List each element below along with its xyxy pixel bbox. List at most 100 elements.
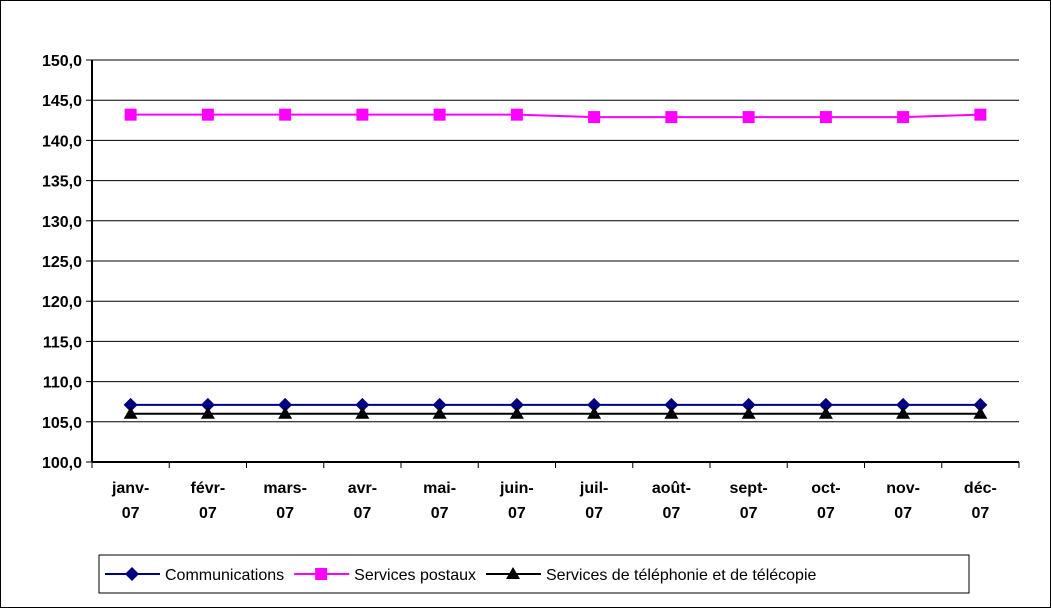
- data-point: [818, 406, 833, 419]
- x-tick-label-line: 07: [662, 505, 680, 522]
- x-tick-label-line: juin-: [499, 480, 534, 497]
- x-tick-label: sept- 07: [730, 480, 768, 522]
- x-tick-label: juil- 07: [579, 480, 608, 522]
- x-tick-label-line: juil-: [579, 480, 608, 497]
- x-tick-label-line: déc-: [964, 480, 997, 497]
- data-point: [355, 406, 370, 419]
- data-point: [587, 397, 602, 412]
- x-tick-label: déc- 07: [964, 480, 997, 522]
- x-tick-labels: janv- 07 févr- 07 mars- 07 avr- 07 mai- 07 juin- 07…: [111, 480, 997, 522]
- data-point: [665, 111, 678, 124]
- x-tick-label-line: 07: [199, 505, 217, 522]
- gridlines: [92, 59, 1019, 423]
- y-tick-label: 135,0: [42, 174, 82, 191]
- x-tick-label-line: 07: [122, 505, 140, 522]
- series-2: [123, 406, 988, 419]
- x-tick-label-line: août-: [652, 480, 691, 497]
- legend: Communications Services postaux Services d…: [98, 554, 970, 594]
- x-tick-label: avr- 07: [348, 480, 377, 522]
- x-tick-label: nov- 07: [886, 480, 920, 522]
- x-tick-label-line: janv-: [111, 480, 149, 497]
- data-point: [509, 406, 524, 419]
- data-point: [356, 108, 369, 121]
- legend-label: Services de téléphonie et de télécopie: [546, 567, 817, 584]
- x-tick-label: juin- 07: [499, 480, 534, 522]
- x-tick-label-line: 07: [817, 505, 835, 522]
- x-tick-label-line: 07: [740, 505, 758, 522]
- legend-marker: [315, 568, 328, 580]
- x-tick-label-line: 07: [431, 505, 449, 522]
- data-point: [432, 406, 447, 419]
- x-tick-label: mars- 07: [263, 480, 307, 522]
- y-tick-label: 125,0: [42, 254, 82, 271]
- series-1: [124, 108, 987, 124]
- y-tick-label: 105,0: [42, 415, 82, 432]
- data-point: [973, 406, 988, 419]
- data-point: [432, 397, 447, 412]
- data-point: [200, 406, 215, 419]
- data-point: [123, 406, 138, 419]
- x-tick-label-line: sept-: [730, 480, 768, 497]
- data-point: [433, 108, 446, 121]
- data-point: [279, 108, 292, 121]
- y-tick-label: 100,0: [42, 455, 82, 472]
- legend-marker: [125, 567, 139, 581]
- y-tick-label: 115,0: [43, 334, 82, 351]
- data-point: [587, 406, 602, 419]
- data-point: [201, 108, 214, 121]
- x-tick-label-line: oct-: [811, 480, 840, 497]
- x-tick-label-line: 07: [894, 505, 912, 522]
- y-tick-label: 140,0: [42, 133, 82, 150]
- legend-entry: Services postaux: [294, 567, 476, 584]
- data-point: [588, 111, 601, 124]
- data-point: [897, 111, 910, 124]
- x-tick-label-line: nov-: [886, 480, 920, 497]
- data-point: [896, 406, 911, 419]
- data-point: [200, 397, 215, 412]
- x-tick-label-line: 07: [508, 505, 526, 522]
- data-point: [974, 108, 987, 121]
- y-tick-labels: 100,0 105,0 110,0 115,0 120,0 125,0 130,0 135,0…: [42, 53, 82, 472]
- data-point: [973, 397, 988, 412]
- data-point: [819, 111, 832, 124]
- data-point: [741, 397, 756, 412]
- y-tick-label: 130,0: [42, 214, 82, 231]
- data-point: [742, 111, 755, 124]
- y-tick-label: 145,0: [42, 93, 82, 110]
- data-point: [818, 397, 833, 412]
- x-tick-label: janv- 07: [111, 480, 149, 522]
- legend-label: Services postaux: [354, 567, 476, 584]
- data-point: [509, 397, 524, 412]
- axes: [86, 59, 1020, 468]
- y-tick-label: 120,0: [42, 294, 82, 311]
- legend-marker: [506, 567, 520, 579]
- x-tick-label-line: 07: [353, 505, 371, 522]
- data-point: [123, 397, 138, 412]
- data-point: [664, 397, 679, 412]
- x-tick-label: févr- 07: [191, 480, 226, 522]
- data-point: [278, 406, 293, 419]
- x-tick-label-line: févr-: [191, 480, 226, 497]
- y-tick-label: 110,0: [43, 375, 82, 392]
- data-point: [124, 108, 137, 121]
- data-point: [741, 406, 756, 419]
- y-tick-label: 150,0: [42, 53, 82, 70]
- x-tick-label-line: mai-: [423, 480, 456, 497]
- data-point: [510, 108, 523, 121]
- x-tick-label: août- 07: [652, 480, 691, 522]
- series-lines: [123, 108, 988, 419]
- x-tick-label: mai- 07: [423, 480, 456, 522]
- data-point: [664, 406, 679, 419]
- legend-label: Communications: [165, 567, 284, 584]
- x-tick-label-line: 07: [276, 505, 294, 522]
- data-point: [896, 397, 911, 412]
- x-tick-label-line: 07: [585, 505, 603, 522]
- x-tick-label-line: 07: [971, 505, 989, 522]
- x-tick-label: oct- 07: [811, 480, 840, 522]
- x-tick-label-line: mars-: [263, 480, 307, 497]
- data-point: [355, 397, 370, 412]
- legend-entry: Communications: [105, 567, 284, 584]
- series-0: [123, 397, 988, 412]
